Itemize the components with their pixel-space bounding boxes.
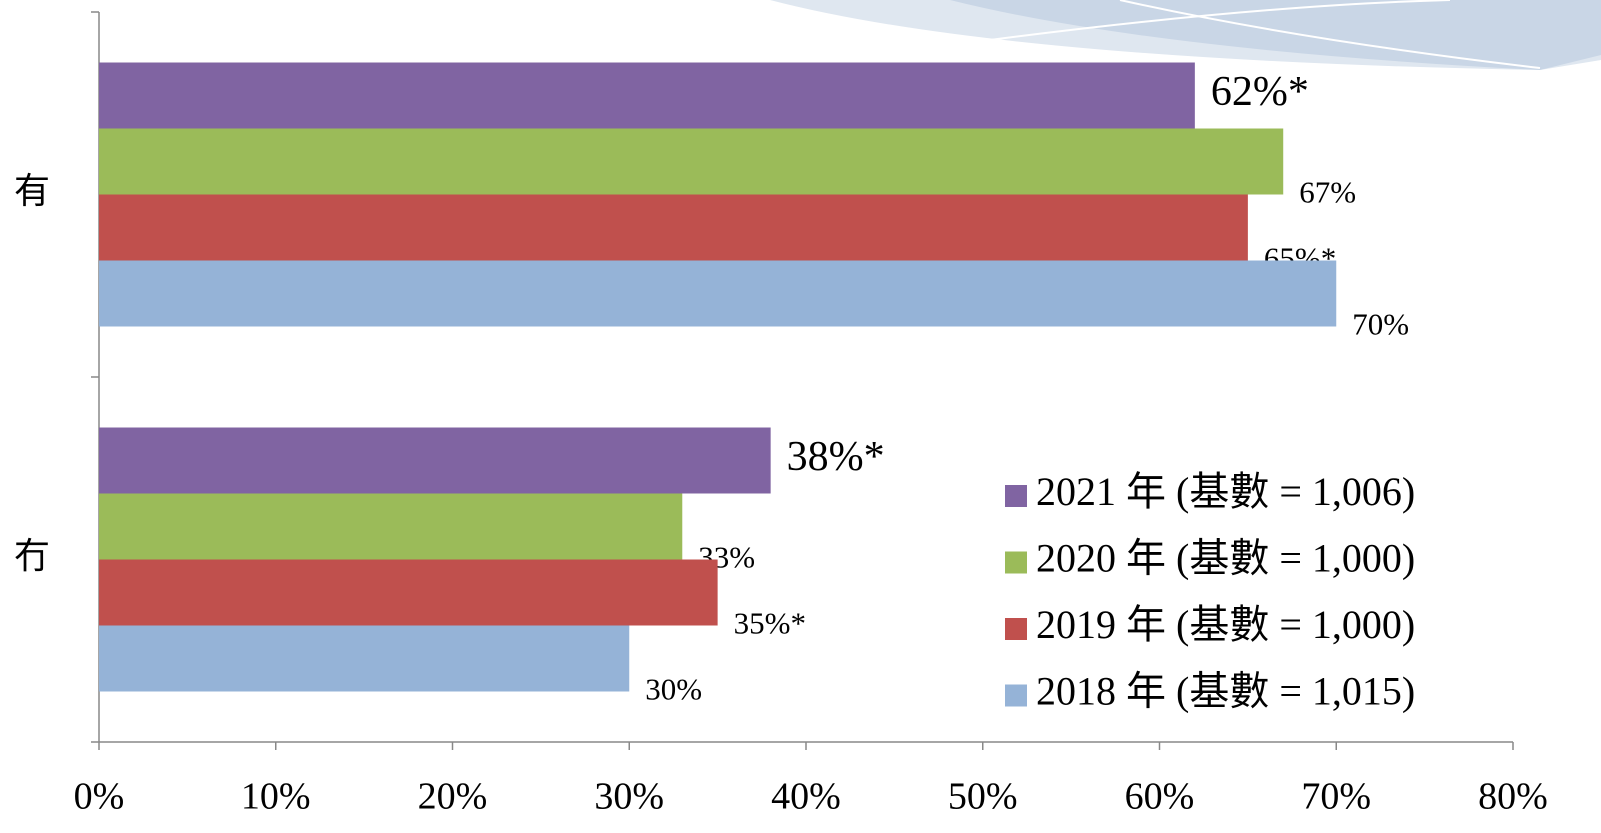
x-tick-label: 70%: [1301, 776, 1371, 818]
bar: [99, 625, 630, 692]
legend-label: 2021 年 (基數 = 1,006): [1036, 469, 1415, 514]
bar: [99, 559, 718, 626]
x-tick-label: 60%: [1125, 776, 1195, 818]
value-label: 30%: [645, 672, 702, 707]
x-tick-label: 10%: [241, 776, 311, 818]
x-tick-label: 80%: [1478, 776, 1548, 818]
category-label: 冇: [14, 536, 50, 576]
x-tick-label: 40%: [771, 776, 841, 818]
value-label: 38%*: [787, 434, 885, 480]
wave: [950, 0, 1601, 70]
legend-swatch: [1005, 618, 1027, 640]
legend-label: 2020 年 (基數 = 1,000): [1036, 536, 1415, 581]
wave-line: [1119, 0, 1541, 69]
legend-label: 2018 年 (基數 = 1,015): [1036, 669, 1415, 714]
x-tick-label: 50%: [948, 776, 1018, 818]
value-label: 70%: [1352, 307, 1409, 342]
value-label: 62%*: [1211, 69, 1309, 115]
x-tick-label: 30%: [594, 776, 664, 818]
bar: [99, 260, 1337, 327]
bar: [99, 194, 1248, 261]
legend-swatch: [1005, 684, 1027, 707]
x-tick-label: 20%: [418, 776, 488, 818]
bar: [99, 427, 771, 494]
bar: [99, 62, 1195, 129]
legend-label: 2019 年 (基數 = 1,000): [1036, 602, 1415, 647]
decoration: [770, 0, 1601, 70]
value-label: 35%*: [734, 606, 806, 641]
legend-swatch: [1005, 551, 1027, 574]
bar: [99, 493, 683, 560]
category-label: 有: [14, 171, 50, 211]
legend-swatch: [1005, 485, 1027, 507]
bar: [99, 128, 1284, 195]
x-tick-label: 0%: [74, 776, 125, 818]
wave-line: [989, 0, 1451, 41]
value-label: 67%: [1299, 175, 1356, 210]
